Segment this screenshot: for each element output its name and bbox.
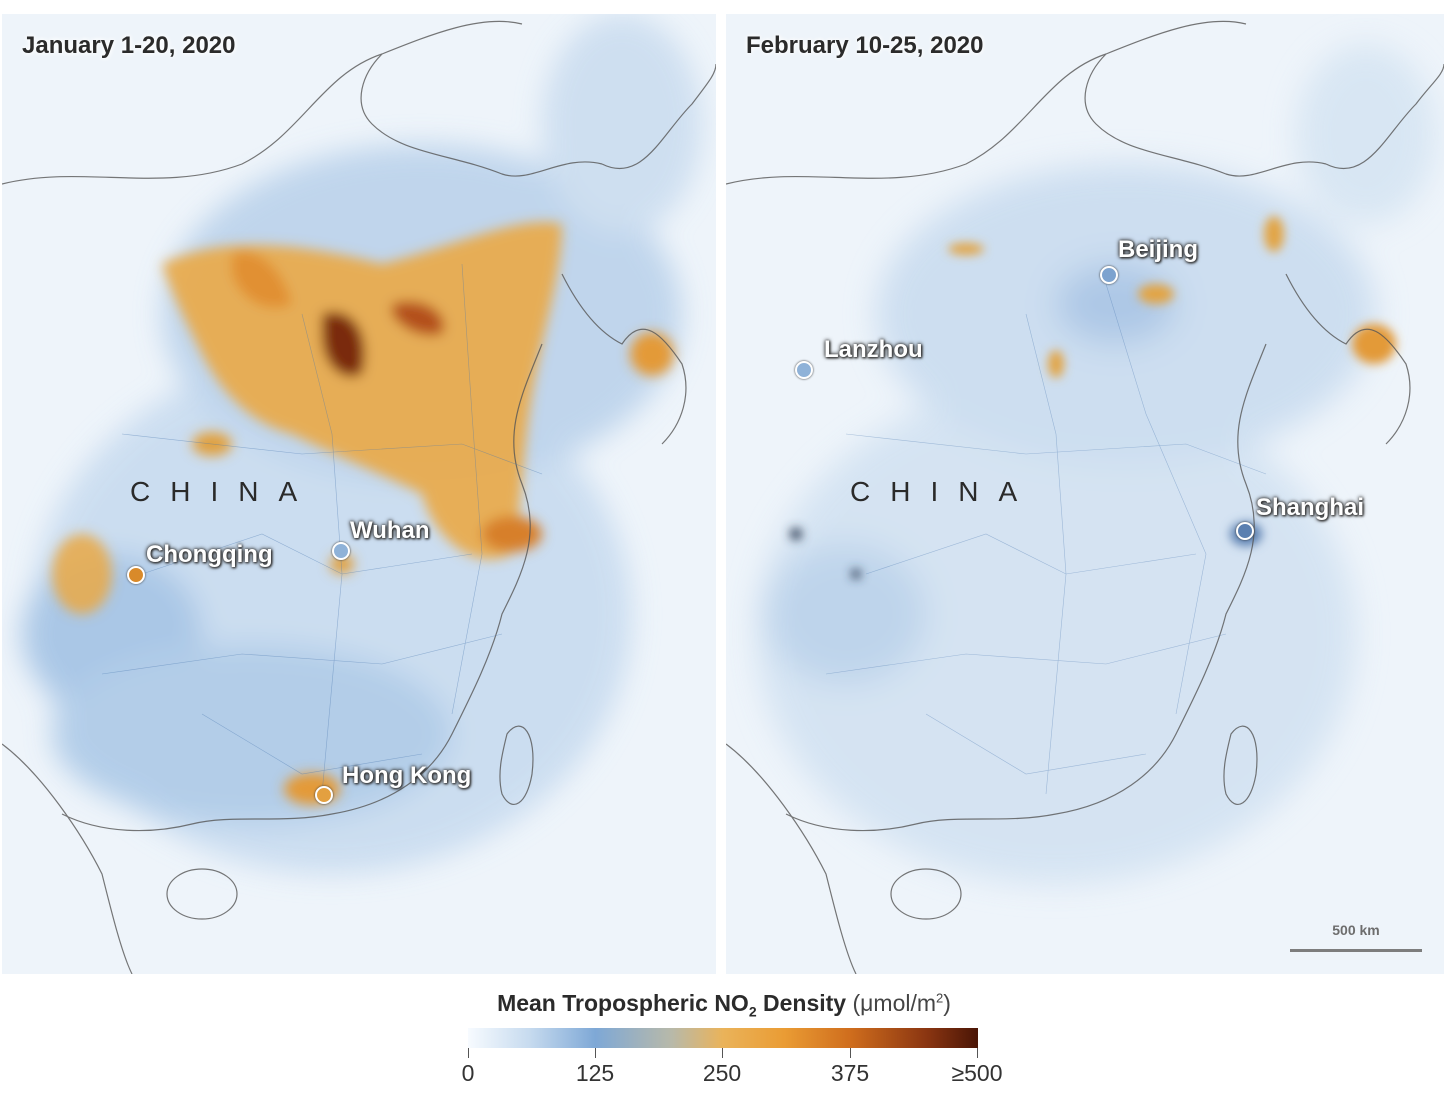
map-panel-february: February 10-25, 2020 CHINA Beijing Lanzh… <box>726 14 1444 974</box>
legend-tick <box>850 1048 851 1058</box>
city-label-chongqing: Chongqing <box>146 541 273 568</box>
scale-bar: 500 km <box>1290 922 1422 952</box>
legend-title-main: Mean Tropospheric NO2 Density <box>497 990 847 1020</box>
legend-tick-label: 250 <box>702 1060 742 1086</box>
legend-tick <box>595 1048 596 1058</box>
legend-unit: (μmol/m2) <box>852 990 951 1016</box>
legend-tick-label: ≥500 <box>951 1060 1003 1086</box>
city-label-shanghai: Shanghai <box>1256 494 1365 521</box>
city-label-lanzhou: Lanzhou <box>824 336 923 363</box>
city-marker-hong-kong <box>315 786 333 804</box>
city-marker-shanghai <box>1236 522 1254 540</box>
city-label-beijing: Beijing <box>1118 236 1199 263</box>
country-label-china: CHINA <box>130 476 318 507</box>
country-label-china: CHINA <box>850 476 1038 507</box>
legend-tick-label: 125 <box>575 1060 615 1086</box>
legend-title: Mean Tropospheric NO2 Density (μmol/m2) <box>0 990 1448 1020</box>
city-marker-lanzhou <box>795 361 813 379</box>
city-marker-beijing <box>1100 266 1118 284</box>
scale-bar-label: 500 km <box>1332 922 1380 938</box>
panel-title-january: January 1-20, 2020 <box>22 32 236 59</box>
legend-tick <box>722 1048 723 1058</box>
city-marker-wuhan <box>332 542 350 560</box>
map-panel-january: January 1-20, 2020 CHINA Chongqing Wuhan… <box>2 14 716 974</box>
legend-tick <box>468 1048 469 1058</box>
panel-title-february: February 10-25, 2020 <box>746 32 984 59</box>
no2-map-february <box>726 20 1444 974</box>
legend-colorbar <box>468 1028 978 1048</box>
city-label-wuhan: Wuhan <box>350 517 430 544</box>
legend-tick-label: 375 <box>830 1060 870 1086</box>
city-marker-chongqing <box>127 566 145 584</box>
city-label-hong-kong: Hong Kong <box>342 762 472 789</box>
scale-bar-line <box>1290 949 1422 952</box>
legend-tick-label: 0 <box>461 1060 475 1086</box>
no2-map-january <box>2 14 716 974</box>
legend-tick <box>977 1048 978 1058</box>
